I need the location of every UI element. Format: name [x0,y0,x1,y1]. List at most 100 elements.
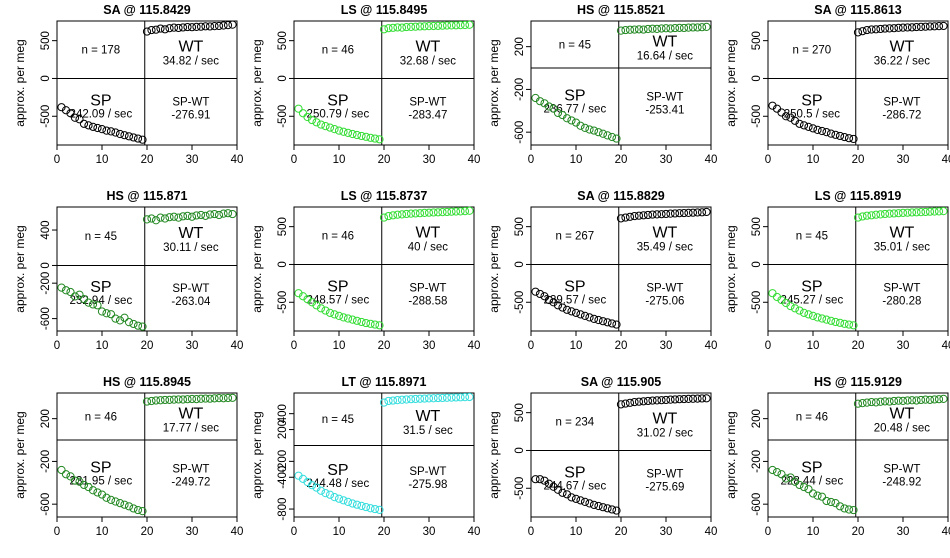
plot-frame [530,206,712,332]
n-label: n = 45 [322,414,354,426]
wt-point [862,25,872,35]
sp-point [813,125,822,134]
wt-point [867,25,876,34]
wt-point [384,211,393,221]
sp-rate: 236.77 / sec [544,104,607,116]
wt-point [214,210,224,220]
wt-point [214,394,224,403]
x-tick-label: 30 [186,526,199,538]
wt-point [634,211,644,220]
sp-point [321,306,330,315]
sp-label: SP [327,93,348,110]
chart-panel-9: HS @ 115.8945 -600 -200 200 0 10 20 30 40 approx.… [0,372,243,550]
chart-svg: LS @ 115.8737 -500 0 500 0 10 20 30 40 approx. pe… [250,189,480,352]
x-tick-label: 40 [468,340,481,352]
sp-point [133,321,143,330]
sp-point [97,307,107,316]
wt-point [178,395,188,404]
x-tick-label: 40 [705,154,718,166]
sp-point [817,492,827,501]
sp-point [129,504,138,513]
wt-point [429,21,438,31]
wt-point [862,211,872,220]
y-tick-label: 500 [751,31,763,50]
wt-point [876,24,885,34]
sp-point [835,502,845,511]
chart-svg: HS @ 115.8521 -600 -200 200 0 10 20 30 40 approx.… [487,3,717,166]
wt-label: WT [889,39,914,56]
x-tick-label: 0 [54,526,60,538]
x-tick-label: 30 [186,340,199,352]
wt-point [939,207,948,216]
wt-point [679,394,689,404]
wt-point [420,22,429,31]
wt-point [393,396,402,405]
sp-rate: 242.09 / sec [70,109,133,121]
sp-point [580,123,590,132]
y-tick-label: -500 [514,477,526,500]
x-tick-label: 10 [96,340,109,352]
sp-point [603,504,612,513]
sp-point [129,319,138,329]
sp-point [808,311,818,320]
x-tick-label: 30 [423,526,436,538]
sp-point [799,482,809,492]
wt-point [406,395,416,404]
sp-point [813,491,822,500]
n-label: n = 267 [556,231,595,243]
y-tick-label: -200 [40,272,52,295]
wt-point [885,397,894,406]
wt-point [898,23,908,32]
y-tick-label: -200 [751,450,763,473]
x-tick-label: 20 [378,154,391,166]
chart-panel-10: LT @ 115.8971 -800 -400 -200 200 400 0 10 20 30 40… [237,372,480,550]
sp-point [115,316,125,325]
x-tick-label: 10 [96,154,109,166]
wt-point [616,400,626,409]
wt-rate: 32.68 / sec [400,56,457,68]
diff-label: SP-WT [409,97,446,109]
sp-point [57,283,66,292]
sp-point [334,126,344,135]
chart-title: LS @ 115.8919 [815,189,902,203]
sp-point [339,127,348,136]
wt-point [397,210,407,219]
wt-point [693,208,702,217]
y-axis-label: approx. per meg [724,411,738,498]
wt-point [643,24,653,34]
wt-point [156,396,165,405]
sp-point [348,129,357,139]
x-tick-label: 10 [333,340,346,352]
wt-rate: 36.22 / sec [874,56,931,68]
wt-point [625,212,635,221]
x-tick-label: 10 [333,154,346,166]
sp-point [343,128,353,138]
sp-point [70,476,80,485]
sp-point [531,287,540,296]
wt-point [183,211,192,220]
wt-point [156,24,165,33]
sp-point [124,318,134,327]
wt-point [411,394,420,404]
x-tick-label: 40 [231,154,244,166]
wt-point [438,393,447,403]
sp-point [334,311,344,320]
wt-point [174,23,183,33]
x-tick-label: 10 [807,154,820,166]
sp-point [361,502,371,512]
diff-value: -276.91 [171,110,210,122]
sp-point [352,316,362,325]
wt-point [379,213,389,222]
wt-rate: 17.77 / sec [163,423,220,435]
wt-point [447,207,456,216]
sp-point [330,310,339,319]
wt-point [688,394,698,403]
sp-point [808,124,818,133]
diff-label: SP-WT [646,283,683,295]
y-tick-label: -400 [277,466,289,489]
wt-point [460,393,470,402]
sp-point [88,122,98,131]
sp-point [316,486,326,495]
sp-point [585,125,594,134]
sp-point [603,318,612,327]
